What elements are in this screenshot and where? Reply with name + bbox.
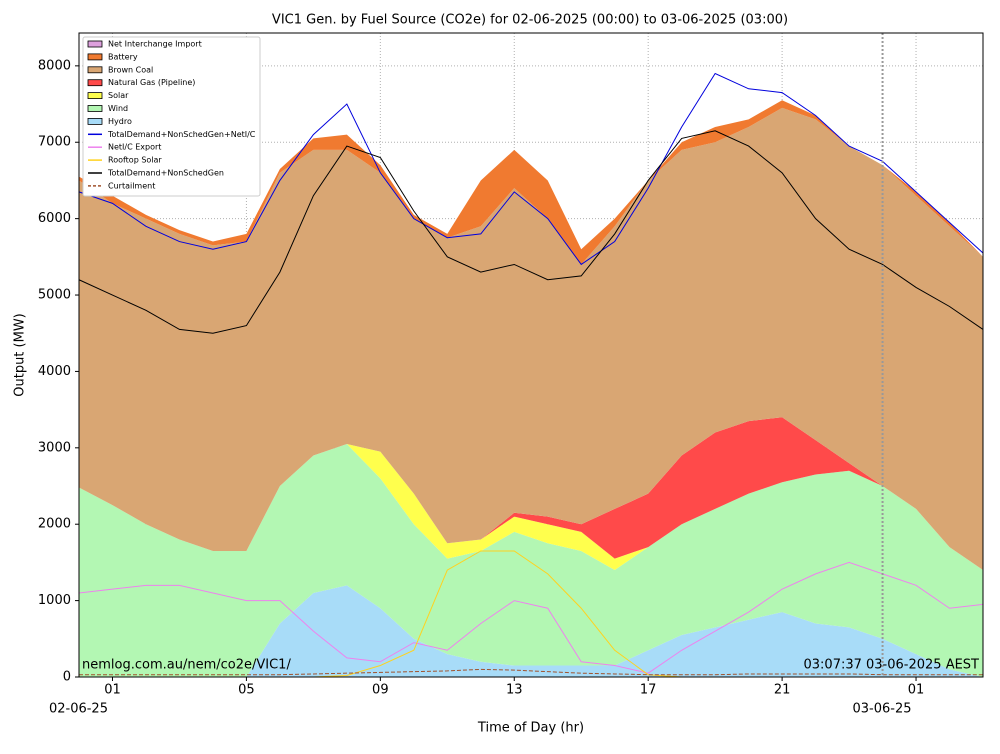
y-tick-label: 8000 — [38, 58, 71, 73]
legend-label: Natural Gas (Pipeline) — [108, 78, 195, 87]
y-axis-label: Output (MW) — [13, 313, 28, 397]
y-tick-label: 5000 — [38, 288, 71, 303]
legend-swatch — [87, 40, 103, 48]
x-tick-label: 01 — [908, 683, 925, 698]
legend-box — [82, 36, 261, 197]
y-tick-label: 6000 — [38, 211, 71, 226]
legend-label: Hydro — [108, 117, 132, 126]
legend-label: TotalDemand+NonSchedGen+NetI/C — [107, 130, 256, 139]
x-tick-label: 01 — [104, 683, 121, 698]
legend-label: Battery — [108, 52, 138, 61]
area — [79, 417, 983, 571]
x-tick-label: 05 — [238, 683, 255, 698]
area — [79, 585, 983, 677]
legend-label: Rooftop Solar — [108, 156, 162, 165]
y-tick-label: 4000 — [38, 364, 71, 379]
legend-label: Brown Coal — [108, 65, 153, 74]
y-tick-label: 7000 — [38, 135, 71, 150]
area — [79, 100, 983, 265]
legend-label: Wind — [108, 104, 128, 113]
date-label: 03-06-25 — [853, 702, 912, 717]
area — [79, 107, 983, 571]
legend-swatch — [87, 105, 103, 112]
legend-swatch — [87, 92, 103, 99]
x-tick-label: 21 — [774, 683, 791, 698]
line — [79, 668, 983, 676]
legend-swatch — [87, 79, 103, 87]
x-tick-label: 13 — [506, 683, 523, 698]
y-tick-label: 2000 — [38, 517, 71, 532]
legend-label: Curtailment — [108, 181, 155, 190]
line — [78, 72, 984, 266]
legend-label: NetI/C Export — [108, 143, 161, 152]
line — [78, 561, 984, 674]
x-tick-label: 09 — [372, 683, 389, 698]
chart-title: VIC1 Gen. by Fuel Source (CO2e) for 02-0… — [272, 13, 788, 28]
area — [79, 443, 983, 677]
y-tick-label: 3000 — [38, 440, 71, 455]
x-axis-label: Time of Day (hr) — [477, 721, 584, 736]
annotation: nemlog.com.au/nem/co2e/VIC1/ — [82, 658, 291, 673]
line — [78, 130, 984, 334]
x-tick-label: 17 — [640, 683, 657, 698]
y-tick-label: 1000 — [38, 593, 71, 608]
legend-label: Solar — [108, 91, 129, 100]
plot-frame — [78, 32, 984, 678]
date-label: 02-06-25 — [49, 702, 108, 717]
legend-label: TotalDemand+NonSchedGen — [107, 169, 224, 178]
legend: Net Interchange Import Battery Brown Coal N… — [82, 36, 261, 197]
legend-swatch — [87, 66, 103, 74]
legend-swatch — [87, 53, 103, 61]
annotation: 03:07:37 03-06-2025 AEST — [804, 658, 980, 673]
legend-swatch — [87, 118, 103, 125]
y-tick-label: 0 — [63, 670, 71, 685]
legend-label: Net Interchange Import — [108, 40, 202, 49]
